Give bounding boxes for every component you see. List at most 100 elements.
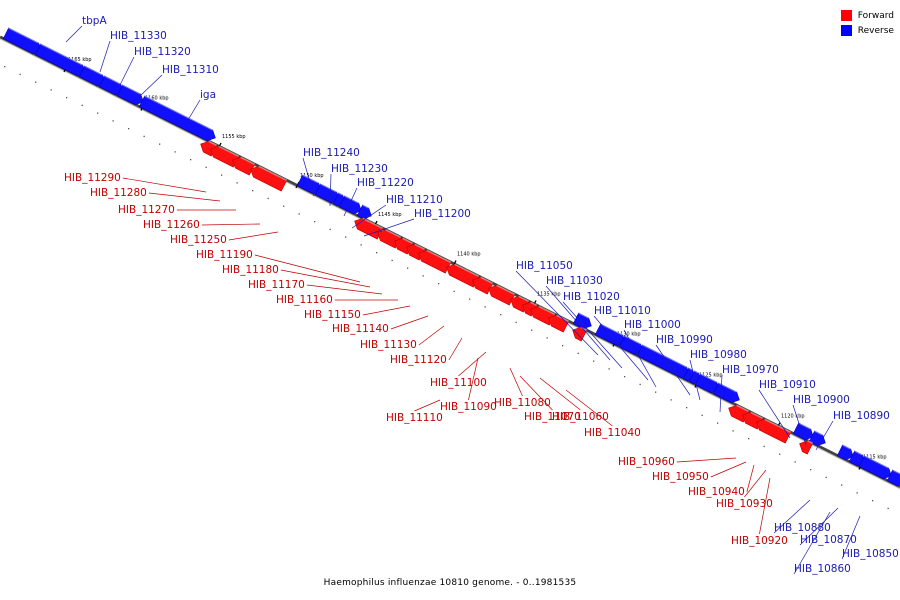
gene-highlight (580, 326, 588, 332)
gene-highlight (414, 243, 426, 251)
forward-gene-label: HIB_11040 (584, 427, 641, 439)
ruler-dot (143, 135, 145, 138)
reverse-gene-label: HIB_11050 (516, 260, 573, 272)
gene-body (858, 455, 892, 479)
ruler-dot (267, 197, 269, 200)
ruler-dot (407, 267, 409, 269)
forward-gene-label: HIB_10920 (731, 535, 788, 547)
gene-body (808, 430, 826, 446)
ruler-dot (453, 290, 455, 293)
gene-arrow (138, 95, 216, 141)
legend-reverse-label: Reverse (857, 25, 894, 36)
leader-line (418, 325, 445, 346)
gene-highlight (402, 237, 414, 245)
reverse-gene-label: iga (200, 89, 216, 101)
leader-line (515, 270, 599, 356)
ruler-dot (500, 314, 502, 316)
reverse-gene-label: HIB_11210 (386, 194, 443, 206)
gene-arrow (799, 440, 814, 455)
ruler-dot (469, 298, 471, 300)
gene-highlight (8, 27, 40, 44)
gene-body (836, 444, 854, 460)
tick-label: 1135 kbp (537, 292, 561, 298)
ruler-dot (577, 352, 579, 355)
legend: Forward Reverse (840, 8, 894, 38)
ruler-dot (221, 174, 223, 176)
ruler-dot (81, 104, 83, 107)
leader-line (746, 464, 755, 493)
gene-highlight (518, 295, 530, 303)
reverse-gene-label: HIB_11330 (110, 30, 167, 42)
leader-line (792, 404, 807, 446)
reverse-gene-label: HIB_11310 (162, 64, 219, 76)
gene-highlight (320, 183, 338, 193)
label-leaders (65, 25, 861, 575)
reverse-gene-label: HIB_10980 (690, 349, 747, 361)
leader-line (390, 315, 429, 330)
ruler-dot (484, 306, 486, 308)
reverse-genes (2, 27, 900, 486)
leader-line (710, 461, 747, 478)
gene-arrow (548, 314, 570, 333)
tick-label: 1145 kbp (378, 212, 402, 218)
leader-line (458, 351, 487, 377)
leader-line (815, 420, 834, 451)
gene-arrow (488, 284, 516, 306)
ruler-dot (4, 66, 6, 68)
gene-highlight (600, 323, 624, 336)
gene-body (548, 315, 570, 333)
leader-line (184, 99, 201, 126)
gene-arrow (756, 418, 792, 444)
leader-line (148, 192, 221, 202)
leader-line (228, 231, 279, 241)
leader-line (351, 204, 387, 229)
reverse-gene-label: HIB_11020 (563, 291, 620, 303)
leader-line (414, 399, 441, 412)
genome-caption: Haemophilus influenzae 10810 genome. - 0… (323, 578, 577, 588)
reverse-gene-label: HIB_10870 (800, 534, 857, 546)
tick-label: 1125 kbp (699, 373, 723, 379)
gene-highlight (385, 229, 402, 239)
gene-highlight (104, 75, 122, 85)
gene-highlight (40, 43, 84, 66)
gene-body (886, 469, 900, 486)
gene-highlight (736, 404, 750, 413)
forward-gene-label: HIB_11140 (332, 323, 389, 335)
gene-body (116, 84, 144, 105)
gene-body (138, 95, 216, 141)
gene-arrow (116, 84, 144, 105)
gene-highlight (538, 305, 556, 316)
gene-highlight (362, 204, 370, 209)
ruler-dot (66, 97, 68, 99)
forward-gene-label: HIB_11100 (430, 377, 487, 389)
ruler-dot (314, 221, 316, 223)
leader-line (65, 25, 83, 43)
ruler-dot (345, 236, 347, 238)
forward-gene-label: HIB_11130 (360, 339, 417, 351)
gene-highlight (892, 469, 900, 475)
gene-highlight (688, 367, 694, 371)
leader-line (201, 223, 261, 226)
gene-highlight (624, 335, 642, 345)
ruler-dot (872, 500, 874, 502)
leader-line (509, 367, 523, 397)
leader-line (139, 74, 163, 97)
reverse-gene-label: HIB_11320 (134, 46, 191, 58)
gene-body (799, 440, 814, 455)
leader-line (676, 457, 737, 463)
ruler-dot (748, 438, 750, 440)
leader-line (119, 56, 135, 86)
reverse-gene-label: HIB_10900 (793, 394, 850, 406)
reverse-gene-label: HIB_10890 (833, 410, 890, 422)
leader-line (841, 515, 861, 560)
forward-gene-label: HIB_11110 (386, 412, 443, 424)
ruler-dot (531, 329, 533, 331)
forward-gene-label: HIB_11190 (196, 249, 253, 261)
reverse-gene-label: HIB_11200 (414, 208, 471, 220)
ruler-dot (593, 360, 595, 362)
forward-gene-label: HIB_11120 (390, 354, 447, 366)
reverse-gene-label: HIB_11220 (357, 177, 414, 189)
ruler-dot (329, 228, 331, 231)
ruler-dot (422, 275, 424, 277)
